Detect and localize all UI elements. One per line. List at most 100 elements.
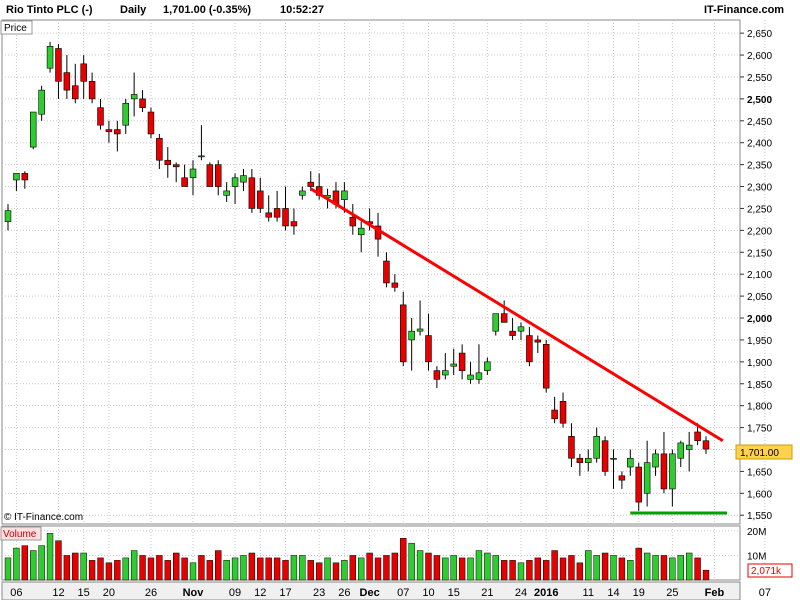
price-tick-label: 2,450 [747, 117, 772, 128]
volume-bar [231, 557, 239, 581]
price-tick-label: 2,350 [747, 161, 772, 172]
volume-bar [80, 552, 87, 581]
date-tick-label: 24 [515, 587, 527, 599]
volume-bar [635, 547, 642, 581]
volume-bar [366, 552, 373, 581]
candle-body [273, 208, 281, 218]
date-tick-label: 14 [607, 587, 619, 599]
candle-body [130, 94, 138, 100]
volume-bar [147, 557, 155, 581]
volume-bar [534, 557, 542, 581]
candle-body [307, 181, 314, 187]
volume-bar [383, 555, 390, 581]
price-tick-label: 1,800 [747, 402, 772, 413]
copyright-label: © IT-Finance.com [4, 512, 83, 523]
candle-body [122, 102, 129, 126]
candle-body [408, 330, 415, 341]
candle-body [46, 45, 54, 69]
period-label: Daily [120, 4, 147, 16]
candle-body [147, 111, 155, 135]
candle-body [282, 208, 289, 227]
price-tick-label: 1,850 [747, 380, 772, 391]
last-price-badge [735, 444, 793, 460]
candle-body [425, 335, 432, 363]
candle-body [139, 98, 146, 108]
date-tick-label: 19 [633, 587, 645, 599]
candle-body [601, 440, 609, 472]
candle-body [585, 457, 592, 463]
volume-bar [97, 557, 104, 581]
volume-bar [114, 560, 121, 581]
candle-body [694, 431, 701, 442]
date-tick-label: 21 [481, 587, 493, 599]
candle-body [181, 177, 188, 187]
chart-header: Rio Tinto PLC (-) Daily 1,701.00 (-0.35%… [0, 0, 800, 20]
volume-bar [130, 550, 138, 581]
candle-body [475, 372, 483, 380]
volume-bar [694, 557, 701, 581]
volume-bar [610, 555, 617, 581]
volume-bar [500, 560, 508, 581]
volume-bar [181, 557, 188, 581]
price-tick-label: 2,250 [747, 204, 772, 215]
volume-bar [475, 550, 483, 581]
date-tick-label: 07 [759, 587, 771, 599]
price-panel-label: Price [4, 23, 27, 34]
volume-bar [618, 557, 626, 581]
candle-body [80, 63, 87, 82]
date-tick-label: 09 [229, 587, 241, 599]
price-tick-label: 2,200 [747, 226, 772, 237]
volume-bar [526, 560, 533, 581]
candle-body [627, 457, 634, 468]
volume-bar [568, 555, 575, 581]
candle-body [669, 453, 676, 490]
price-tick-label: 2,000 [747, 314, 772, 325]
price-tick-label: 1,600 [747, 489, 772, 500]
candle-body [88, 81, 96, 100]
volume-bar [358, 557, 365, 581]
candle-body [442, 370, 449, 376]
volume-panel-tab [0, 526, 42, 541]
volume-bar [88, 560, 96, 581]
candle-body [248, 177, 256, 209]
price-tick-label: 2,100 [747, 270, 772, 281]
candle-body [231, 177, 239, 187]
date-tick-label: 06 [10, 587, 22, 599]
date-tick-label: 11 [583, 587, 594, 599]
candle-body [593, 436, 600, 459]
date-axis: 06 12 15 20 26 Nov 09 12 17 23 26 Dec 07 10 15 21 24 2016… [10, 587, 771, 599]
volume-bar [223, 560, 230, 581]
candle-body [299, 190, 306, 196]
date-tick-label: 26 [145, 587, 157, 599]
candle-body [38, 89, 45, 115]
candle-body [500, 313, 508, 323]
candle-body [105, 129, 113, 133]
candle-body [551, 409, 558, 420]
volume-bar [21, 545, 29, 581]
candle-body [21, 173, 29, 181]
candle-body [660, 453, 668, 490]
candle-body [702, 440, 710, 450]
volume-bar [248, 552, 256, 581]
price-tick-label: 2,300 [747, 183, 772, 194]
candle-body [223, 190, 230, 196]
volume-bar [576, 562, 584, 581]
candle-body [156, 138, 163, 161]
volume-bar [341, 560, 348, 581]
volume-bar [324, 557, 331, 581]
candle-body [467, 374, 474, 380]
price-tick-label: 2,150 [747, 248, 772, 259]
candle-body [610, 457, 617, 460]
price-panel-tab [0, 20, 33, 35]
volume-bar [164, 560, 171, 581]
brand-label: IT-Finance.com [704, 4, 785, 16]
candle-body [576, 457, 584, 463]
volume-bar [442, 557, 449, 581]
price-tick-label: 2,400 [747, 139, 772, 150]
volume-series [4, 533, 710, 581]
volume-bar [543, 560, 550, 581]
date-tick-label: 20 [103, 587, 115, 599]
volume-bar [4, 557, 12, 581]
last-volume-label: 2,071k [751, 566, 782, 577]
